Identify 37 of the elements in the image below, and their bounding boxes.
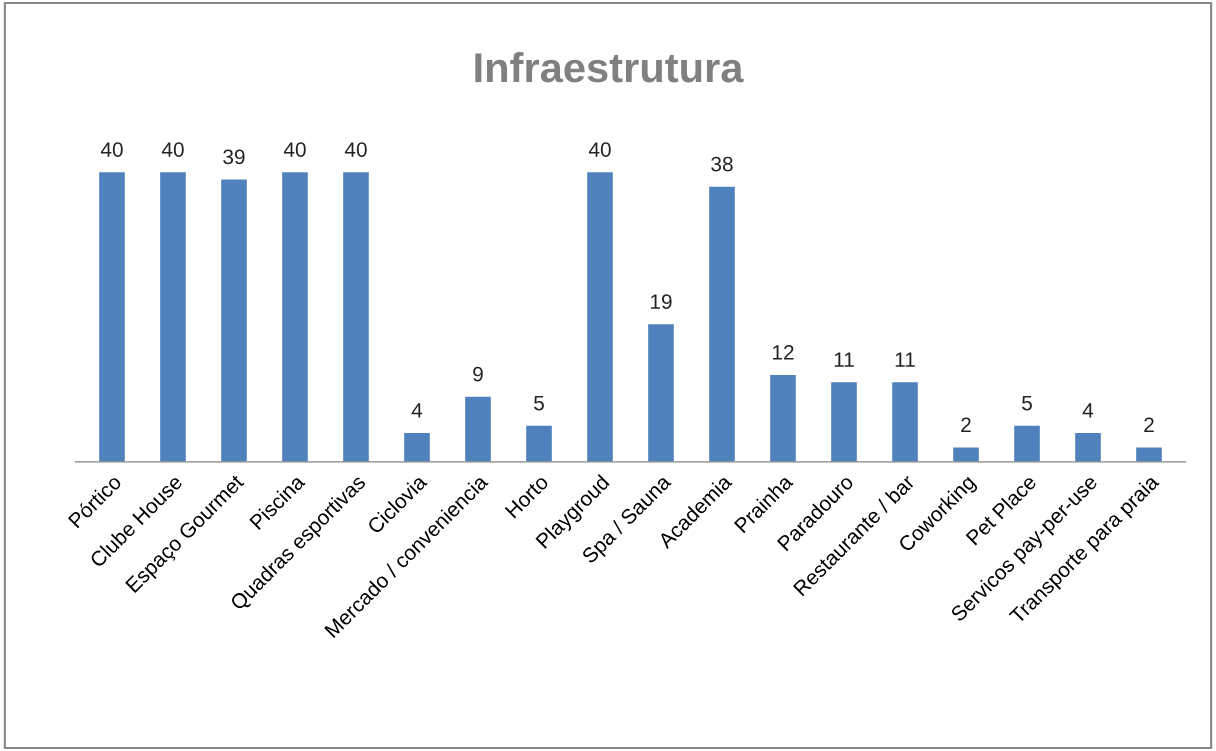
chart-title: Infraestrutura	[475, 51, 744, 83]
bar	[831, 382, 857, 462]
bar	[1014, 425, 1040, 462]
data-label: 40	[588, 142, 611, 157]
data-label: 4	[1082, 403, 1094, 418]
bar	[526, 425, 552, 462]
bar	[1075, 432, 1101, 462]
bar	[160, 172, 186, 462]
data-label: 40	[161, 142, 184, 157]
data-label: 9	[473, 366, 483, 382]
data-label: 2	[1144, 417, 1154, 432]
data-label: 11	[895, 352, 915, 367]
data-label: 39	[223, 149, 245, 165]
data-label: 11	[834, 352, 854, 367]
data-label: 19	[651, 294, 672, 310]
bar	[465, 396, 491, 462]
data-label: 4	[411, 403, 423, 418]
bar	[709, 186, 735, 462]
data-label: 40	[344, 142, 367, 157]
data-label: 40	[283, 142, 306, 157]
data-label: 5	[1022, 395, 1032, 411]
bar	[404, 432, 430, 462]
bar	[221, 179, 247, 462]
data-label: 40	[100, 142, 123, 157]
bar	[770, 374, 796, 462]
bar	[953, 447, 979, 462]
data-label: 5	[534, 395, 544, 411]
bar	[1136, 447, 1162, 462]
data-label: 2	[961, 417, 971, 432]
bar	[587, 172, 613, 462]
data-label: 38	[711, 156, 733, 172]
bar	[892, 382, 918, 462]
bar	[282, 172, 308, 462]
bar	[648, 324, 674, 462]
bar	[343, 172, 369, 462]
data-label: 12	[773, 344, 794, 360]
bar	[99, 172, 125, 462]
